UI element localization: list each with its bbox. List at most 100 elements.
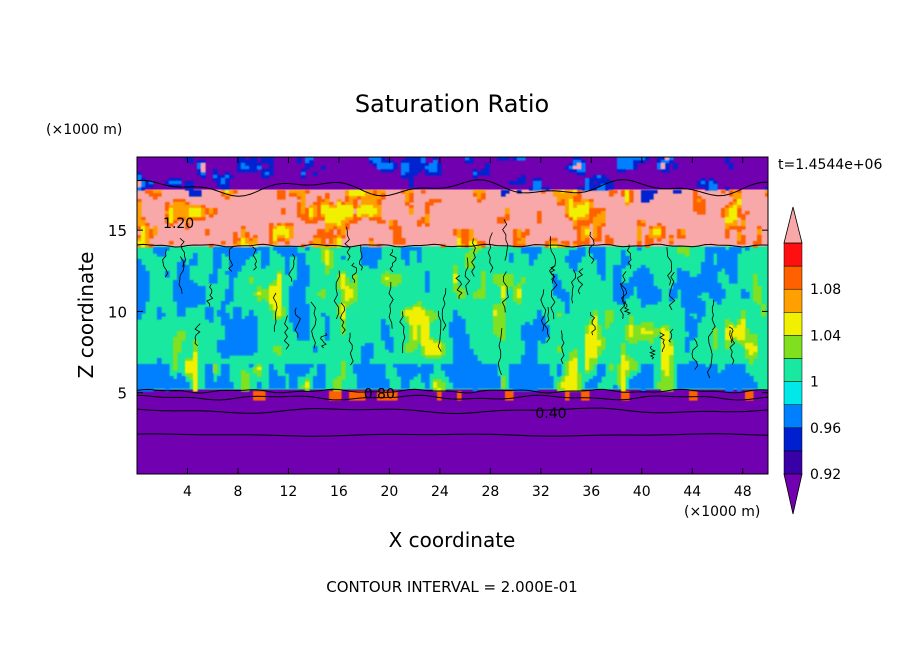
x-tick-label: 44 [683, 484, 701, 500]
x-tick-label: 8 [233, 484, 242, 500]
contour-line [711, 300, 716, 331]
colorbar-label: 1.04 [810, 328, 841, 344]
y-axis: 5 10 15 [108, 222, 768, 403]
contour-line [560, 330, 565, 364]
contour-line [320, 332, 328, 349]
contour-line [333, 270, 340, 320]
contour-labels: 1.20 0.80 0.40 [163, 216, 566, 422]
contour-line [137, 433, 768, 437]
contour-line [283, 315, 290, 350]
contour-line [272, 292, 278, 332]
x-tick-label: 36 [582, 484, 600, 500]
contour-line [252, 246, 258, 271]
contour-line [706, 330, 714, 379]
contour-line [206, 284, 214, 307]
contour-line [351, 262, 358, 283]
contour-line [137, 179, 768, 197]
contour-line [590, 312, 596, 336]
contour-line [620, 271, 628, 307]
x-axis-title: X coordinate [389, 528, 516, 552]
contour-line [659, 332, 665, 353]
contour-line [728, 326, 734, 344]
colorbar-segment [783, 427, 803, 452]
contour-line [619, 282, 626, 319]
contour-line [623, 301, 631, 315]
contour-label: 1.20 [163, 216, 194, 232]
colorbar: 0.92 0.96 1 1.04 1.08 [783, 206, 841, 515]
y-tick-label: 10 [108, 303, 127, 321]
contour-line [179, 237, 187, 268]
contour-line [178, 256, 185, 294]
contour-line [441, 288, 447, 331]
contour-line [399, 311, 406, 354]
contour-line [471, 238, 476, 277]
contour-line [649, 345, 656, 360]
contour-interval-note: CONTOUR INTERVAL = 2.000E-01 [326, 578, 577, 596]
contour-lines [137, 179, 768, 437]
contour-line [501, 271, 509, 313]
plot-area [137, 157, 768, 474]
contour-label: 0.40 [535, 406, 566, 422]
contour-line [540, 289, 547, 332]
colorbar-segment [783, 450, 803, 475]
contour-line [137, 243, 768, 248]
contour-line [668, 328, 674, 343]
colorbar-segment [783, 381, 803, 405]
x-tick-label: 20 [380, 484, 398, 500]
contour-line [358, 244, 363, 271]
x-tick-label: 40 [633, 484, 651, 500]
contour-line [576, 268, 584, 295]
x-tick-label: 16 [330, 484, 348, 500]
colorbar-label: 0.96 [810, 421, 841, 437]
colorbar-segment [783, 242, 803, 267]
y-tick-label: 5 [117, 385, 127, 403]
contour-line [502, 219, 509, 261]
contour-line [487, 232, 494, 273]
chart-title: Saturation Ratio [355, 90, 549, 118]
region-band [137, 389, 768, 474]
colorbar-segment [783, 358, 803, 382]
x-tick-label: 32 [532, 484, 550, 500]
colorbar-label: 1 [810, 375, 819, 391]
contour-line [194, 323, 201, 347]
x-tick-label: 48 [734, 484, 752, 500]
contour-line [497, 328, 503, 375]
contour-line [729, 330, 736, 365]
contour-line [137, 407, 768, 414]
colorbar-segment [783, 288, 803, 313]
contour-line [389, 249, 397, 273]
colorbar-extend-bottom [783, 473, 803, 515]
contour-line [550, 273, 558, 320]
x-tick-label: 12 [280, 484, 298, 500]
contour-line [543, 306, 551, 343]
time-label: t=1.4544e+06 [778, 157, 882, 173]
x-unit-label: (×1000 m) [684, 504, 760, 520]
contour-line [464, 257, 471, 296]
colorbar-segment [783, 312, 803, 336]
contour-line [137, 394, 768, 401]
contour-line [288, 253, 296, 282]
x-tick-label: 4 [183, 484, 192, 500]
contour-line [588, 231, 595, 264]
contour-line [455, 275, 463, 299]
contour-line [162, 249, 169, 278]
contour-line [137, 388, 768, 394]
contour-label: 0.80 [364, 387, 395, 403]
contour-line [437, 310, 442, 352]
contour-line [228, 245, 234, 272]
colorbar-label: 1.08 [810, 282, 841, 298]
contour-line [348, 332, 354, 366]
y-axis-title: Z coordinate [74, 252, 98, 379]
contour-line [571, 269, 576, 304]
colorbar-label: 0.92 [810, 467, 841, 483]
contour-line [548, 236, 557, 276]
contour-line [294, 307, 301, 338]
y-tick-label: 15 [108, 222, 127, 240]
contour-line [668, 271, 676, 311]
colorbar-extend-top [783, 206, 803, 244]
x-tick-label: 24 [431, 484, 449, 500]
contour-line [310, 301, 317, 349]
x-axis: 4 8 12 16 20 24 28 32 36 40 44 48 [183, 157, 752, 500]
y-unit-label: (×1000 m) [46, 122, 122, 138]
